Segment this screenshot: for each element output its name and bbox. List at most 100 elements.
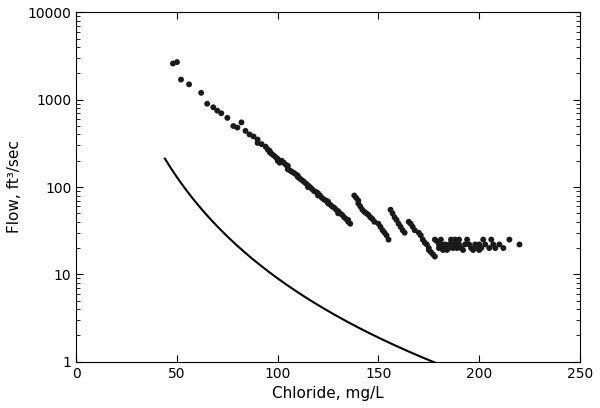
- Point: [309, 188, 319, 194]
- Point: [202, 100, 212, 107]
- Point: [313, 192, 323, 199]
- Point: [376, 224, 385, 230]
- Point: [346, 220, 355, 227]
- Point: [380, 229, 389, 236]
- Point: [438, 247, 448, 253]
- Point: [349, 192, 359, 199]
- Point: [424, 245, 434, 251]
- Point: [472, 245, 482, 251]
- Point: [340, 214, 349, 221]
- Point: [476, 245, 486, 251]
- Point: [494, 241, 504, 248]
- Point: [362, 210, 371, 217]
- Point: [454, 236, 464, 243]
- Point: [384, 236, 394, 243]
- Point: [343, 217, 353, 223]
- Point: [426, 249, 436, 255]
- Point: [452, 245, 462, 251]
- Point: [267, 151, 277, 157]
- Point: [334, 210, 343, 217]
- Point: [359, 208, 369, 215]
- Point: [446, 236, 456, 243]
- Point: [208, 104, 218, 111]
- Point: [223, 115, 232, 121]
- Point: [444, 245, 454, 251]
- Point: [335, 210, 345, 217]
- Point: [273, 155, 283, 162]
- Point: [422, 241, 431, 248]
- Point: [464, 241, 474, 248]
- Point: [261, 143, 271, 150]
- Point: [475, 247, 484, 253]
- Point: [241, 128, 250, 134]
- Point: [293, 174, 302, 180]
- Point: [442, 247, 452, 253]
- Point: [377, 227, 387, 233]
- Point: [275, 160, 284, 166]
- X-axis label: Chloride, mg/L: Chloride, mg/L: [272, 386, 384, 401]
- Point: [184, 81, 194, 88]
- Point: [356, 203, 365, 210]
- Point: [212, 107, 222, 114]
- Point: [434, 245, 443, 251]
- Point: [440, 241, 450, 248]
- Point: [469, 247, 478, 253]
- Point: [470, 241, 480, 248]
- Point: [505, 236, 514, 243]
- Point: [303, 184, 313, 190]
- Point: [436, 241, 446, 248]
- Point: [315, 192, 325, 199]
- Point: [420, 239, 430, 246]
- Point: [323, 200, 333, 206]
- Point: [341, 216, 351, 222]
- Point: [283, 166, 293, 173]
- Point: [297, 177, 307, 183]
- Point: [396, 224, 406, 230]
- Point: [408, 224, 418, 230]
- Point: [269, 152, 278, 159]
- Point: [434, 241, 443, 248]
- Point: [458, 247, 468, 253]
- Point: [499, 245, 508, 251]
- Point: [291, 171, 301, 177]
- Point: [245, 131, 254, 138]
- Point: [313, 190, 323, 197]
- Point: [249, 133, 259, 140]
- Point: [424, 247, 434, 253]
- Point: [229, 123, 238, 129]
- Point: [438, 245, 448, 251]
- Point: [491, 245, 500, 251]
- Point: [279, 160, 289, 166]
- Point: [466, 245, 476, 251]
- Point: [382, 232, 391, 239]
- Point: [450, 241, 460, 248]
- Point: [463, 236, 472, 243]
- Point: [176, 76, 186, 83]
- Point: [358, 206, 367, 213]
- Point: [410, 227, 419, 233]
- Point: [293, 173, 302, 179]
- Point: [303, 182, 313, 188]
- Point: [265, 148, 274, 154]
- Point: [285, 167, 295, 174]
- Point: [273, 157, 283, 164]
- Point: [364, 212, 373, 218]
- Point: [343, 219, 353, 225]
- Point: [428, 251, 437, 257]
- Point: [368, 216, 377, 222]
- Point: [253, 140, 262, 146]
- Point: [257, 141, 266, 147]
- Point: [460, 241, 470, 248]
- Point: [392, 217, 401, 223]
- Point: [406, 220, 415, 227]
- Y-axis label: Flow, ft³/sec: Flow, ft³/sec: [7, 141, 22, 233]
- Point: [487, 236, 496, 243]
- Point: [456, 245, 466, 251]
- Point: [295, 175, 305, 182]
- Point: [172, 59, 182, 65]
- Point: [454, 241, 464, 248]
- Point: [446, 241, 456, 248]
- Point: [416, 232, 425, 239]
- Point: [370, 219, 379, 225]
- Point: [430, 253, 440, 260]
